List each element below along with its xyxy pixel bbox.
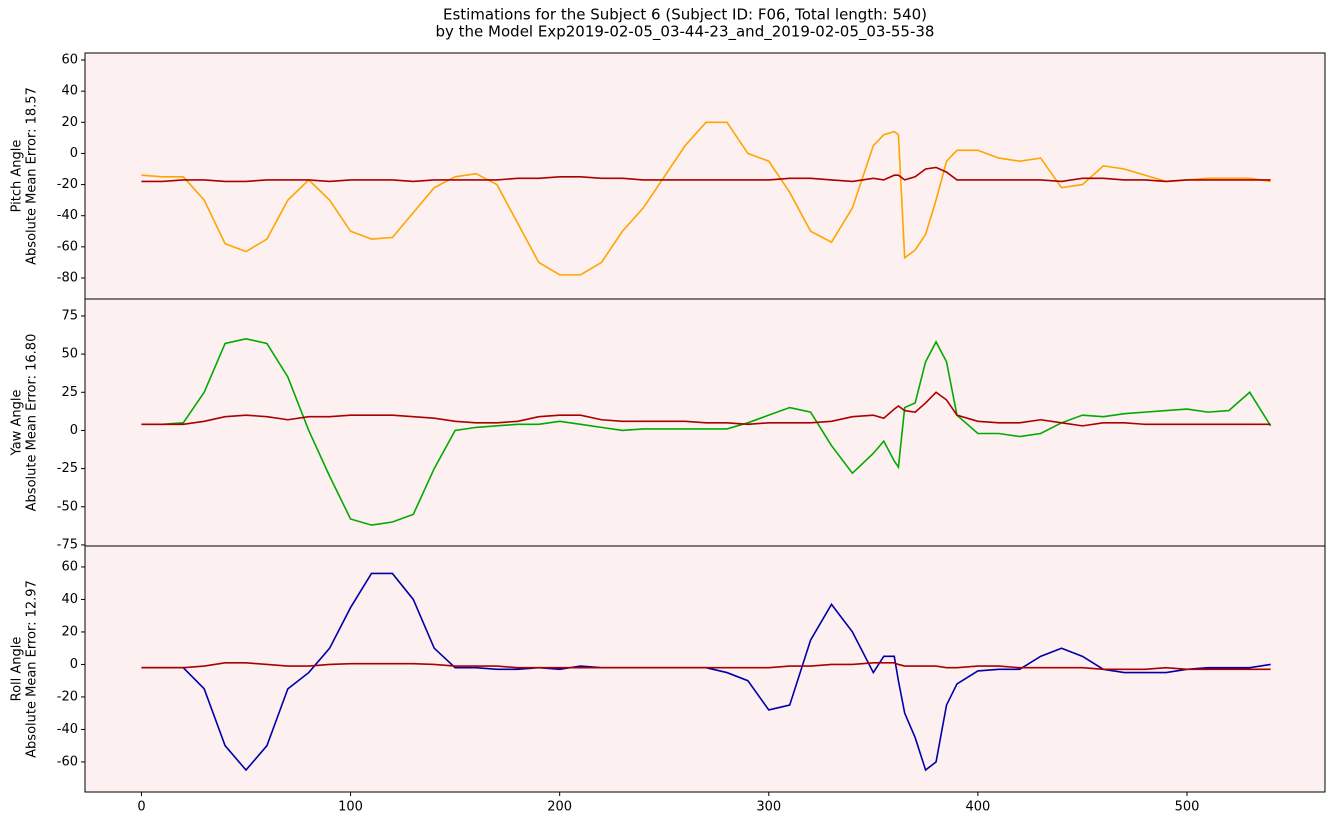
y-tick-label: 0 xyxy=(70,657,78,672)
y-tick-label: 20 xyxy=(61,115,78,130)
y-tick-label: 20 xyxy=(61,624,78,639)
y-axis-label: Absolute Mean Error: 18.57 xyxy=(25,87,40,265)
y-tick-label: -80 xyxy=(57,270,78,285)
y-tick-label: -50 xyxy=(57,499,78,514)
y-axis-label: Pitch Angle xyxy=(10,140,25,213)
line-series xyxy=(141,662,1271,671)
y-tick-label: 0 xyxy=(70,423,78,438)
plot-background xyxy=(85,53,1325,299)
y-tick-label: 0 xyxy=(70,146,78,161)
x-tick-label: 100 xyxy=(338,800,363,815)
y-axis-label: Yaw Angle xyxy=(10,390,25,457)
y-tick-label: -60 xyxy=(57,754,78,769)
y-tick-label: 60 xyxy=(61,53,78,68)
y-tick-label: 40 xyxy=(61,592,78,607)
y-axis-label: Absolute Mean Error: 16.80 xyxy=(25,334,40,512)
line-series xyxy=(141,166,1271,183)
y-tick-label: 40 xyxy=(61,84,78,99)
y-tick-label: 75 xyxy=(61,308,78,323)
y-tick-label: -40 xyxy=(57,208,78,223)
x-tick-label: 0 xyxy=(137,800,145,815)
x-tick-label: 400 xyxy=(965,800,990,815)
y-tick-label: 25 xyxy=(61,385,78,400)
y-axis-label: Roll Angle xyxy=(10,637,25,702)
y-tick-label: 50 xyxy=(61,347,78,362)
y-tick-label: -75 xyxy=(57,537,78,552)
x-tick-label: 200 xyxy=(547,800,572,815)
plot-frame xyxy=(84,545,1326,793)
y-axis-label: Absolute Mean Error: 12.97 xyxy=(25,580,40,758)
y-tick-label: -60 xyxy=(57,239,78,254)
x-tick-label: 300 xyxy=(756,800,781,815)
y-tick-label: -20 xyxy=(57,177,78,192)
y-tick-label: -25 xyxy=(57,461,78,476)
y-tick-label: 60 xyxy=(61,559,78,574)
line-series xyxy=(141,572,1271,772)
line-series xyxy=(141,121,1271,276)
chart-title: Estimations for the Subject 6 (Subject I… xyxy=(443,6,927,24)
y-tick-label: -40 xyxy=(57,722,78,737)
line-series xyxy=(141,391,1271,427)
y-tick-label: -20 xyxy=(57,689,78,704)
x-tick-label: 500 xyxy=(1175,800,1200,815)
line-series xyxy=(141,338,1272,526)
chart-subtitle: by the Model Exp2019-02-05_03-44-23_and_… xyxy=(436,23,935,42)
